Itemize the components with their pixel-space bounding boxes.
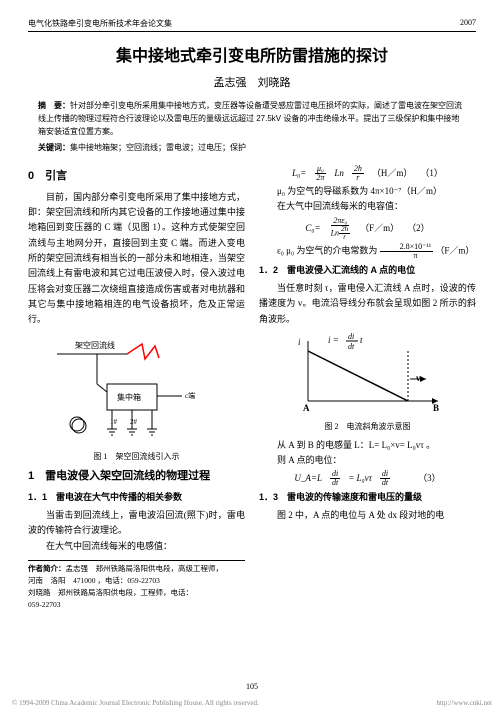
svg-text:A: A	[303, 403, 310, 413]
svg-text:1#: 1#	[110, 418, 118, 426]
figure-2-caption: 图 2 电流斜角波示意图	[259, 420, 476, 434]
page-number: 105	[246, 682, 258, 691]
eq3-num-label: （3）	[418, 471, 441, 486]
svg-text:c端: c端	[185, 391, 195, 400]
eq3-mid: = L₀vτ	[348, 471, 372, 486]
equation-2: C₀= 2πε₀ Ln2hr （F／m） （2）	[259, 217, 476, 241]
two-column-body: 0 引言 目前，国内部分牵引变电所采用了集中接地方式，即：架空回流线和所内其它设…	[28, 163, 476, 611]
s1-2-p2a: 从 A 到 B 的电感量 L：L= L₀×v= L₀vτ 。	[259, 438, 476, 453]
abstract: 摘 要：针对部分牵引变电所采用集中接地方式，变压器等设备遭受感应雷过电压损坏的实…	[28, 100, 476, 138]
eq2-unit: （F／m）	[360, 221, 399, 236]
footer-left: © 1994-2009 China Academic Journal Elect…	[12, 699, 259, 707]
eq2-den-den: r	[341, 234, 348, 241]
eq1-mid: Ln	[334, 166, 344, 181]
eq1-den1: 2π	[314, 174, 326, 182]
abstract-text: 针对部分牵引变电所采用集中接地方式，变压器等设备遭受感应雷过电压损坏的实际，阐述…	[38, 101, 462, 136]
eq3-lhs: U_A=L	[294, 471, 322, 486]
author-info-l2: 河南 洛阳 471000 ，电话：059-22703	[28, 576, 160, 585]
section-1-3-head: 1．3 雷电波的传输速度和雷电压的量级	[259, 490, 476, 505]
eps-line: ε₀ μ₀ 为空气的介电常数为 2.8×10⁻¹¹π （F／m）	[259, 243, 476, 260]
equation-3: U_A=L didt = L₀vτ didt （3）	[259, 470, 476, 487]
fig1-box-label: 集中箱	[117, 392, 141, 402]
eq2-num-label: （2）	[407, 221, 430, 236]
eq2-den: Ln2hr	[329, 226, 352, 241]
eq1-lhs: L₀=	[292, 166, 306, 181]
eq2-den-ln: Ln	[331, 228, 339, 237]
keywords-label: 关键词：	[38, 143, 70, 152]
keywords: 关键词：集中接地箱架；空回流线；雷电波；过电压；保护	[28, 142, 476, 155]
section-1-1-head: 1．1 雷电波在大气中传播的相关参数	[28, 490, 245, 505]
cap-intro: 在大气中回流线每米的电容值：	[259, 199, 476, 214]
svg-text:dt: dt	[348, 342, 355, 351]
svg-text:i =: i =	[328, 335, 339, 345]
lightning-icon	[127, 344, 159, 359]
eq3-den2: dt	[380, 479, 390, 487]
eps-den: π	[393, 252, 419, 260]
keywords-text: 集中接地箱架；空回流线；雷电波；过电压；保护	[70, 143, 246, 152]
footer-right: http://www.cnki.net	[436, 699, 492, 707]
svg-text:B: B	[433, 403, 439, 413]
eps-num: 2.8×10⁻¹¹	[380, 243, 434, 252]
eps-b: （F／m）	[435, 245, 474, 255]
s1-1-p2: 在大气中回流线每米的电感值：	[28, 539, 245, 554]
figure-1: 架空回流线 集中箱 1# 2# c端	[47, 334, 227, 444]
section-0-para: 目前，国内部分牵引变电所采用了集中接地方式，即：架空回流线和所内其它设备的工作接…	[28, 190, 245, 328]
eq1-unit: （H／m）	[372, 166, 413, 181]
left-column: 0 引言 目前，国内部分牵引变电所采用了集中接地方式，即：架空回流线和所内其它设…	[28, 163, 245, 611]
mu-line: μ₀ 为空气的导磁系数为 4π×10⁻⁷（H／m）	[259, 184, 476, 199]
author-info-l3: 刘晓路 郑州铁路局洛阳供电段，工程师，电话：	[28, 588, 193, 597]
figure-2: i A B v i = di dt t	[288, 331, 448, 416]
figure-1-caption: 图 1 架空回流线引入示	[28, 450, 245, 464]
fig1-top-label: 架空回流线	[75, 340, 115, 350]
eq1-num: （1）	[420, 166, 443, 181]
running-header: 电气化铁路牵引变电所新技术年会论文集 2007	[28, 18, 476, 32]
svg-text:t: t	[360, 335, 363, 345]
section-1-2-head: 1．2 雷电波侵入汇流线的 A 点的电位	[259, 263, 476, 278]
authors: 孟志强 刘晓路	[28, 74, 476, 90]
eps-a: ε₀ μ₀ 为空气的介电常数为	[277, 245, 377, 255]
abstract-label: 摘 要：	[38, 101, 70, 110]
s1-2-p2b: 则 A 点的电位：	[259, 453, 476, 468]
s1-2-p1: 当任意时刻 τ，雷电侵入汇流线 A 点时，设波的传播速度为 v。电流沿导线分布就…	[259, 281, 476, 327]
section-1-head: 1 雷电波侵入架空回流线的物理过程	[28, 467, 245, 486]
s1-3-p1: 图 2 中，A 点的电位与 A 处 dx 段对地的电	[259, 508, 476, 523]
eq1-den2: r	[354, 174, 361, 182]
author-info-l4: 059-22703	[28, 600, 61, 609]
header-left: 电气化铁路牵引变电所新技术年会论文集	[28, 18, 172, 29]
header-right: 2007	[460, 18, 476, 29]
svg-text:i: i	[298, 337, 301, 347]
author-info: 作者简介：孟志强 郑州铁路局洛阳供电段，高级工程师， 河南 洛阳 471000 …	[28, 560, 245, 611]
svg-text:2#: 2#	[130, 418, 138, 426]
svg-text:di: di	[348, 332, 354, 341]
eq3-den1: dt	[330, 479, 340, 487]
equation-1: L₀= μ₀2π Ln 2hr （H／m） （1）	[259, 165, 476, 182]
author-info-l1: 孟志强 郑州铁路局洛阳供电段，高级工程师，	[66, 564, 224, 573]
eq2-lhs: C₀=	[305, 221, 320, 236]
page-title: 集中接地式牵引变电所防雷措施的探讨	[28, 42, 476, 66]
author-info-label: 作者简介：	[28, 564, 66, 573]
footer: © 1994-2009 China Academic Journal Elect…	[12, 699, 492, 707]
right-column: L₀= μ₀2π Ln 2hr （H／m） （1） μ₀ 为空气的导磁系数为 4…	[259, 163, 476, 611]
section-0-head: 0 引言	[28, 167, 245, 186]
s1-1-p1: 当雷击到回流线上，雷电波沿回流(照下)时，雷电波的传输符合行波理论。	[28, 508, 245, 539]
